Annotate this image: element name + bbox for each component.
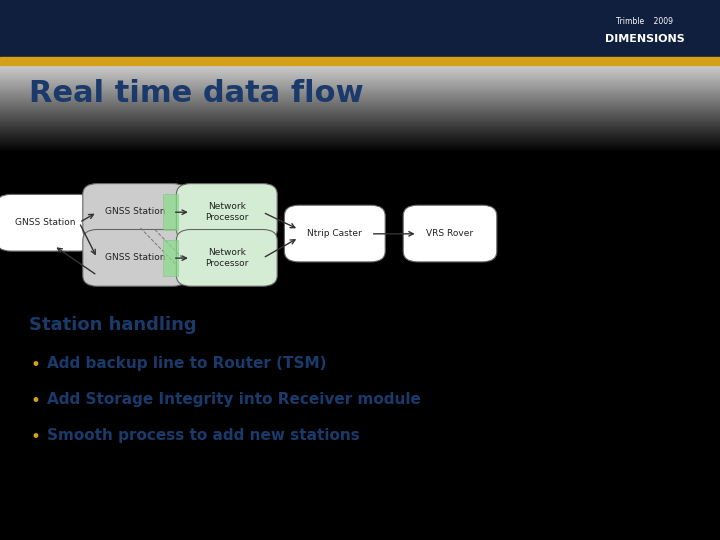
- Text: Network
Processor: Network Processor: [205, 248, 248, 267]
- FancyBboxPatch shape: [83, 230, 187, 286]
- Bar: [0, 57, 720, 65]
- Text: GNSS Station: GNSS Station: [104, 253, 166, 262]
- FancyBboxPatch shape: [163, 194, 178, 230]
- Text: VRS Rover: VRS Rover: [426, 229, 474, 238]
- FancyBboxPatch shape: [0, 194, 94, 251]
- FancyBboxPatch shape: [403, 205, 497, 262]
- Text: GNSS Station: GNSS Station: [104, 207, 166, 217]
- Text: GNSS Station: GNSS Station: [14, 218, 76, 227]
- Text: Ntrip Caster: Ntrip Caster: [307, 229, 362, 238]
- Text: Trimble    2009: Trimble 2009: [616, 17, 673, 26]
- FancyBboxPatch shape: [83, 184, 187, 240]
- FancyBboxPatch shape: [176, 230, 277, 286]
- Text: Station handling: Station handling: [29, 316, 197, 334]
- Text: Smooth process to add new stations: Smooth process to add new stations: [47, 428, 359, 443]
- FancyBboxPatch shape: [163, 240, 178, 276]
- Text: •: •: [30, 428, 40, 445]
- FancyBboxPatch shape: [284, 205, 385, 262]
- Text: Network
Processor: Network Processor: [205, 202, 248, 221]
- FancyBboxPatch shape: [176, 184, 277, 240]
- Text: Add Storage Integrity into Receiver module: Add Storage Integrity into Receiver modu…: [47, 392, 420, 407]
- Text: •: •: [30, 392, 40, 410]
- Text: Real time data flow: Real time data flow: [29, 79, 364, 108]
- Bar: [0, 0, 720, 57]
- Text: DIMENSIONS: DIMENSIONS: [605, 33, 684, 44]
- Text: •: •: [30, 356, 40, 374]
- Text: Add backup line to Router (TSM): Add backup line to Router (TSM): [47, 356, 326, 372]
